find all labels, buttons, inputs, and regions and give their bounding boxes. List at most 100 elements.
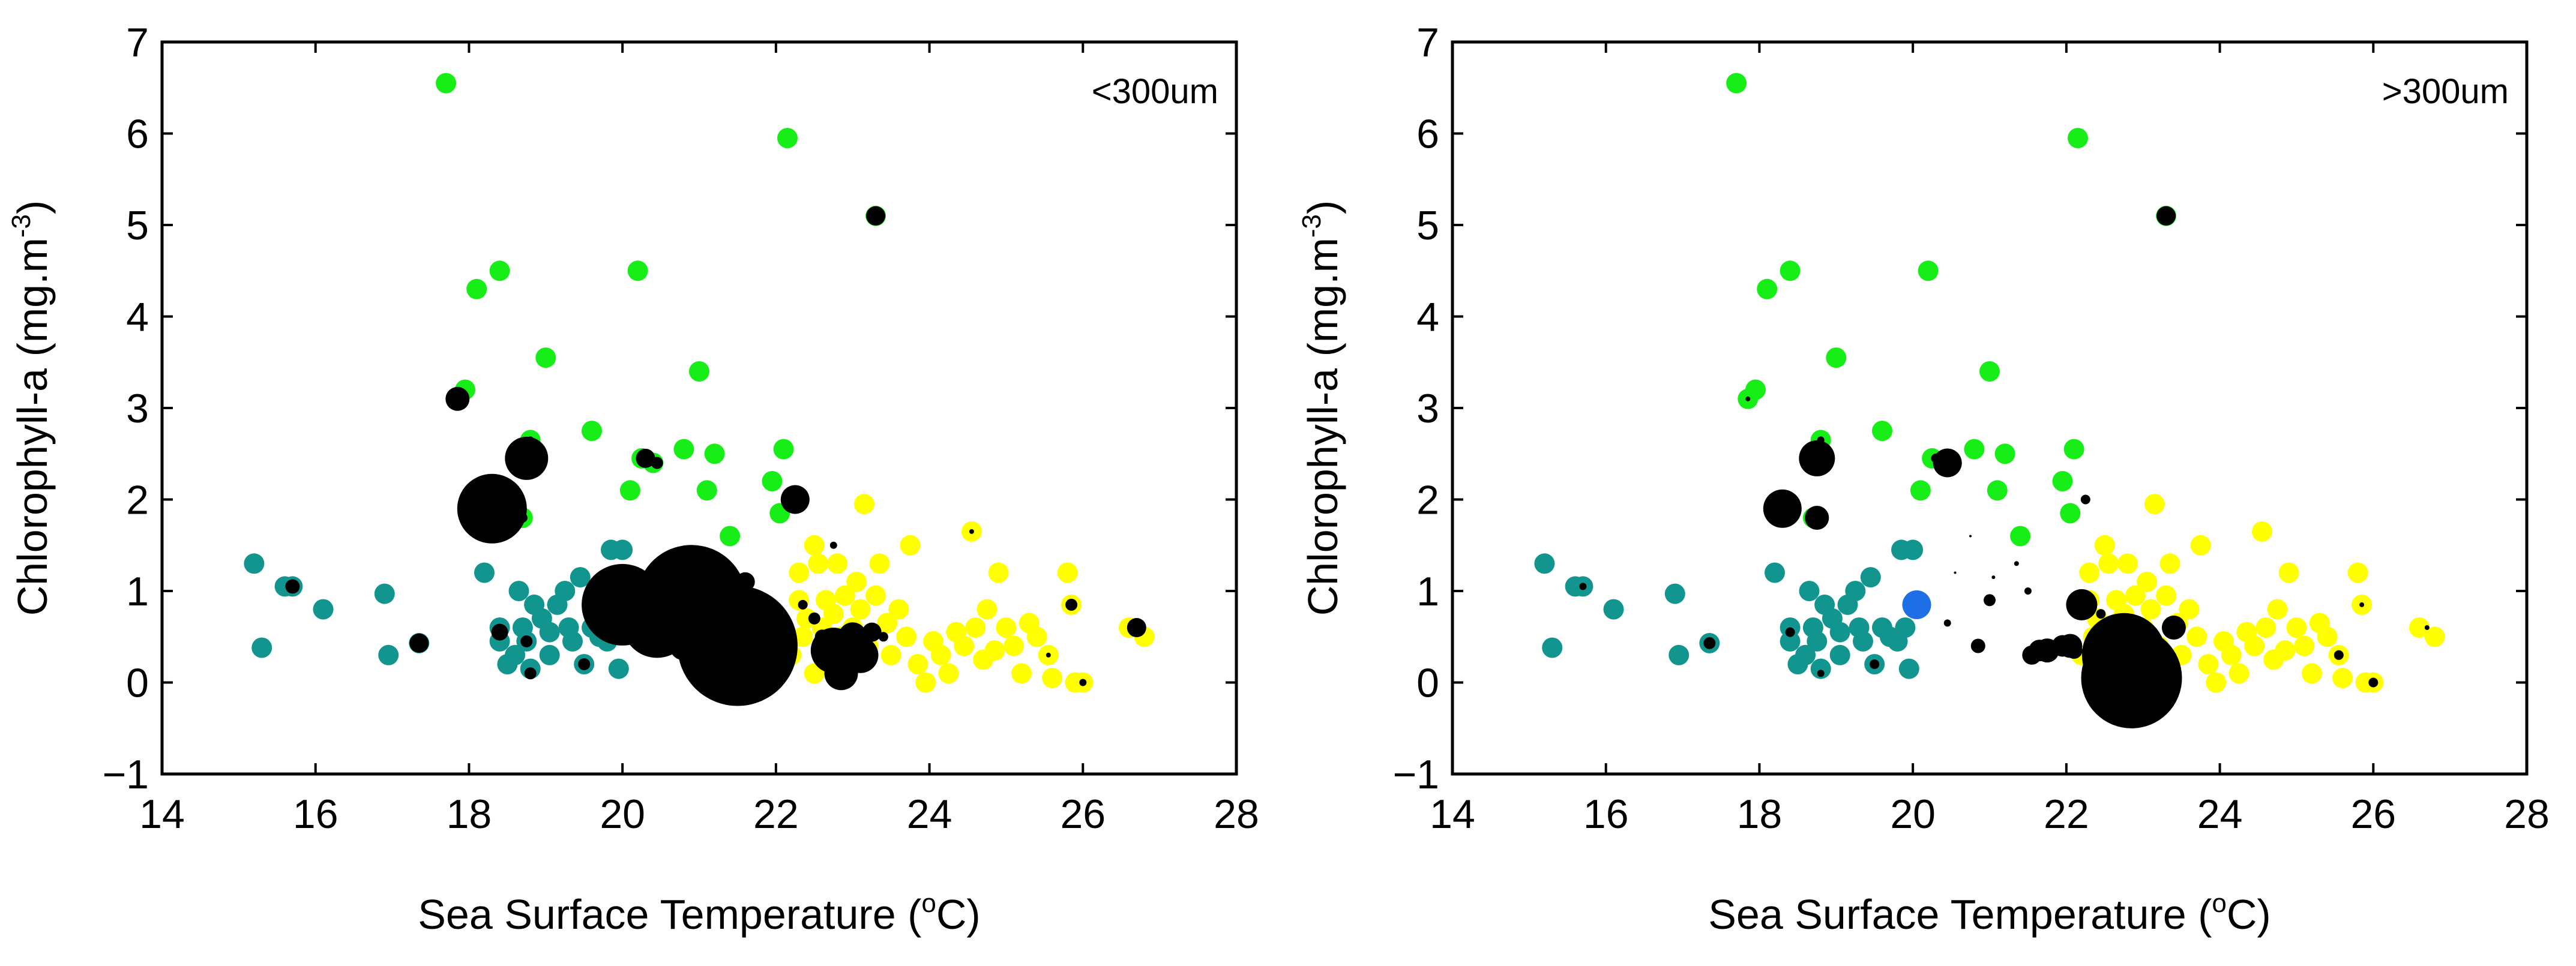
y-axis-title-left: Chlorophyll-a (mg.m-3) <box>7 200 56 616</box>
chart-panel-right: 14 16 18 20 22 24 26 28 −1 0 1 2 3 4 5 6 7 >300um Sea S… <box>1297 20 2550 938</box>
cluster_yellow-point-left-19 <box>853 494 874 515</box>
cluster_green-point-left-16 <box>704 443 725 464</box>
x-axis-title-sup: o <box>2212 889 2226 918</box>
abundance-point-right-36 <box>1991 575 1996 580</box>
abundance-point-left-9 <box>524 667 537 680</box>
abundance-point-right-22 <box>2080 494 2090 505</box>
cluster_green-point-left-8 <box>582 421 602 442</box>
cluster_yellow-point-left-45 <box>1026 626 1047 647</box>
data-points-left <box>244 73 1155 706</box>
cluster_yellow-point-left-40 <box>988 562 1009 583</box>
abundance-point-right-7 <box>1805 506 1829 530</box>
cluster_green-point-right-13 <box>1964 439 1985 460</box>
cluster_teal-point-left-12 <box>505 644 526 665</box>
x-tick-label-left-16: 16 <box>293 791 339 837</box>
cluster_teal-point-left-6 <box>378 644 399 665</box>
abundance-point-right-30 <box>2161 616 2186 640</box>
abundance-point-right-37 <box>1969 535 1972 538</box>
abundance-point-left-21 <box>735 572 755 592</box>
cluster_green-point-left-20 <box>773 439 794 460</box>
cluster_yellow-point-right-7 <box>2098 553 2119 574</box>
cluster_teal-point-left-1 <box>251 637 272 658</box>
abundance-point-right-5 <box>1799 440 1835 476</box>
x-tick-label-left-14: 14 <box>139 791 185 837</box>
cluster_yellow-point-left-24 <box>880 644 901 665</box>
cluster_teal-point-left-33 <box>612 539 633 560</box>
y-tick-label-right-2: 1 <box>1416 569 1439 614</box>
tick-marks-right <box>1451 41 2528 775</box>
cluster_yellow-point-left-11 <box>823 604 844 625</box>
abundance-point-right-38 <box>1954 571 1957 574</box>
cluster_green-point-right-20 <box>2063 439 2084 460</box>
cluster_yellow-point-left-32 <box>938 663 959 684</box>
y-tick-label-left-7: 6 <box>126 112 149 157</box>
y-tick-label-right-6: 5 <box>1416 203 1439 248</box>
abundance-point-right-29 <box>2156 206 2176 226</box>
cluster_yellow-point-right-31 <box>2221 644 2242 665</box>
cluster_teal-point-right-5 <box>1664 583 1685 604</box>
cluster_teal-point-right-32 <box>1898 658 1919 679</box>
y-tick-labels-right: −1 0 1 2 3 4 5 6 7 <box>1392 20 1439 797</box>
abundance-point-right-9 <box>1870 659 1880 669</box>
cluster_yellow-point-right-28 <box>2198 654 2219 674</box>
cluster_teal-point-left-25 <box>570 567 591 588</box>
cluster_yellow-point-right-12 <box>2117 553 2138 574</box>
cluster_yellow-point-right-53 <box>2424 626 2445 647</box>
abundance-point-right-4 <box>1785 627 1795 637</box>
abundance-point-left-36 <box>969 529 974 534</box>
y-tick-label-left-2: 1 <box>126 569 149 614</box>
y-axis-title-prefix: Chlorophyll-a (mg.m <box>9 238 56 616</box>
cluster_teal-point-right-31 <box>1895 617 1916 638</box>
cluster_yellow-point-right-6 <box>2094 535 2115 556</box>
cluster_teal-point-right-24 <box>1853 631 1873 652</box>
abundance-point-left-7 <box>517 513 528 523</box>
x-tick-label-right-20: 20 <box>1890 791 1936 837</box>
cluster_yellow-point-right-34 <box>2244 635 2265 656</box>
abundance-point-left-1 <box>409 633 429 653</box>
abundance-point-left-2 <box>445 386 470 411</box>
cluster_yellow-point-right-48 <box>2347 562 2368 583</box>
cluster_green-point-right-21 <box>2068 128 2088 149</box>
x-tick-label-right-16: 16 <box>1583 791 1629 837</box>
abundance-point-right-33 <box>2424 625 2430 630</box>
highlight-point-right-0 <box>1902 590 1931 619</box>
abundance-point-right-11 <box>1931 453 1941 463</box>
y-axis-title-suffix: ) <box>1299 200 1346 214</box>
plot-frame-right <box>1451 40 2529 776</box>
abundance-point-left-34 <box>1065 598 1078 611</box>
cluster_yellow-point-left-28 <box>907 654 928 674</box>
abundance-point-right-6 <box>1817 436 1825 444</box>
cluster_yellow-point-right-42 <box>2294 635 2315 656</box>
abundance-point-right-12 <box>1943 619 1951 627</box>
x-tick-labels-right: 14 16 18 20 22 24 26 28 <box>1430 791 2550 837</box>
y-tick-label-right-0: −1 <box>1392 752 1439 797</box>
x-axis-title-left: Sea Surface Temperature (oC) <box>418 889 981 938</box>
cluster_teal-point-right-8 <box>1765 562 1785 583</box>
abundance-point-left-24 <box>808 612 820 625</box>
cluster_teal-point-left-4 <box>313 599 334 620</box>
x-tick-label-left-24: 24 <box>907 791 952 837</box>
abundance-point-right-13 <box>1970 638 1985 653</box>
y-tick-label-left-4: 3 <box>126 386 149 431</box>
abundance-point-left-3 <box>457 473 527 544</box>
cluster_teal-point-right-15 <box>1807 631 1828 652</box>
x-tick-label-right-24: 24 <box>2197 791 2243 837</box>
cluster_teal-point-left-32 <box>608 658 629 679</box>
x-tick-labels-left: 14 16 18 20 22 24 26 28 <box>139 791 1259 837</box>
abundance-point-left-6 <box>526 436 534 444</box>
abundance-point-left-4 <box>491 623 508 641</box>
cluster_green-point-left-9 <box>619 480 640 501</box>
x-tick-label-right-26: 26 <box>2350 791 2396 837</box>
abundance-point-left-12 <box>636 448 655 468</box>
abundance-point-right-14 <box>1984 594 1996 607</box>
cluster_green-point-left-3 <box>466 278 487 299</box>
cluster_yellow-point-left-42 <box>1004 635 1025 656</box>
y-tick-label-left-0: −1 <box>102 752 149 797</box>
y-tick-label-left-1: 0 <box>126 661 149 706</box>
cluster_yellow-point-left-14 <box>834 585 855 606</box>
x-tick-label-left-26: 26 <box>1060 791 1106 837</box>
x-axis-title-suffix: C) <box>2227 891 2271 938</box>
cluster_green-point-right-15 <box>1987 480 2008 501</box>
abundance-point-left-0 <box>285 579 300 594</box>
cluster_yellow-point-left-25 <box>888 599 909 620</box>
